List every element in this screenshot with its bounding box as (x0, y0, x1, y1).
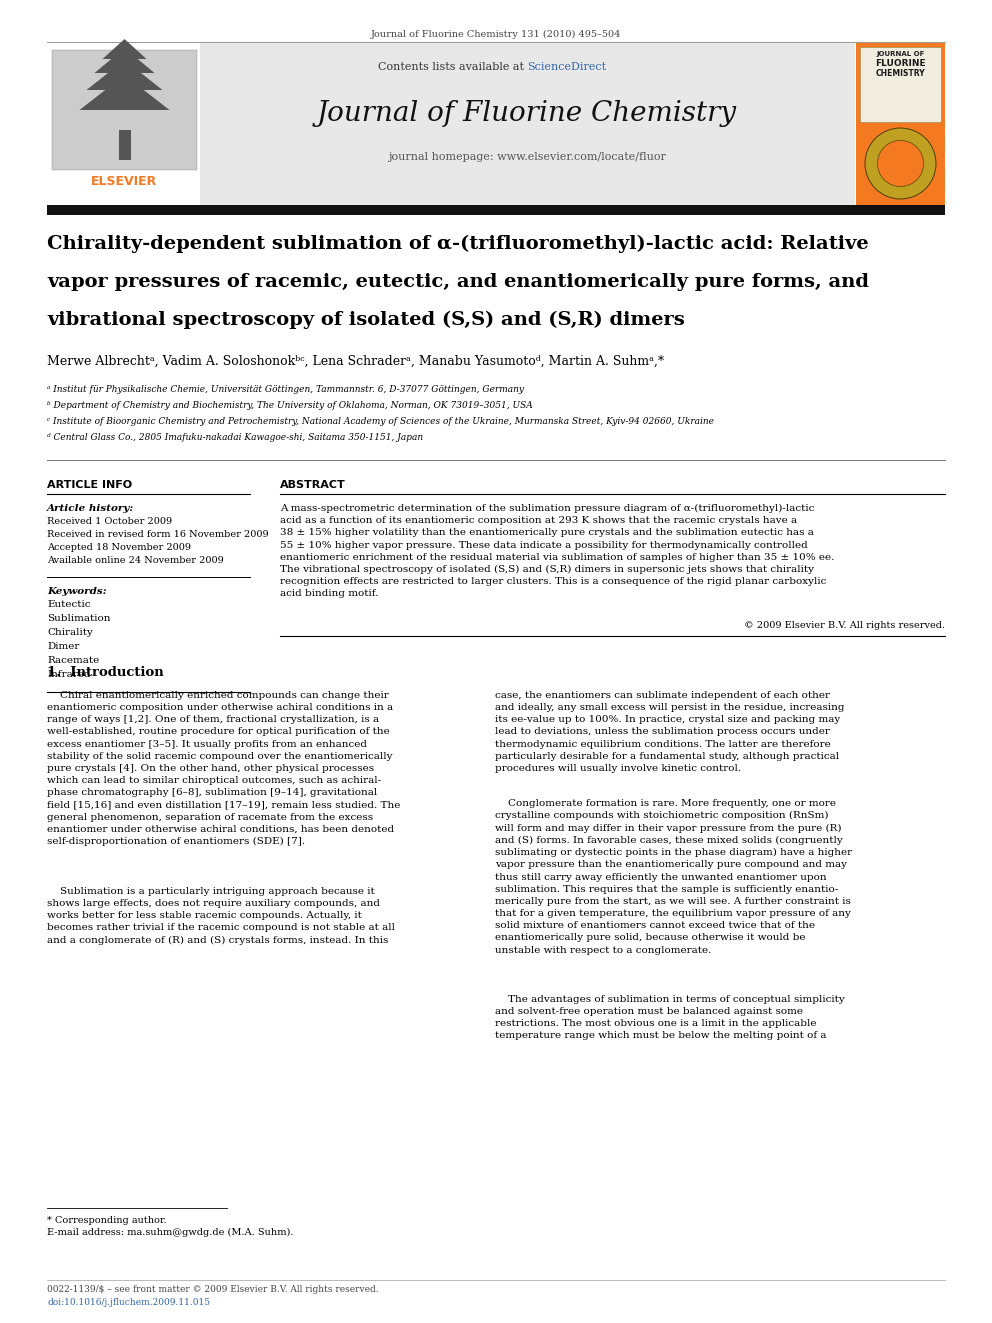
Text: ScienceDirect: ScienceDirect (527, 62, 606, 71)
Text: 1.  Introduction: 1. Introduction (47, 665, 164, 679)
Text: vapor pressures of racemic, eutectic, and enantiomerically pure forms, and: vapor pressures of racemic, eutectic, an… (47, 273, 869, 291)
Text: case, the enantiomers can sublimate independent of each other
and ideally, any s: case, the enantiomers can sublimate inde… (495, 691, 844, 773)
Text: * Corresponding author.: * Corresponding author. (47, 1216, 167, 1225)
Bar (52, 50, 197, 169)
Text: E-mail address: ma.suhm@gwdg.de (M.A. Suhm).: E-mail address: ma.suhm@gwdg.de (M.A. Su… (47, 1228, 294, 1237)
Polygon shape (79, 75, 170, 110)
Text: Received 1 October 2009: Received 1 October 2009 (47, 517, 173, 527)
Text: ᵇ Department of Chemistry and Biochemistry, The University of Oklahoma, Norman, : ᵇ Department of Chemistry and Biochemist… (47, 401, 533, 410)
Text: Eutectic: Eutectic (47, 601, 90, 609)
Polygon shape (86, 60, 163, 90)
Bar (47, 205, 945, 216)
Text: Article history:: Article history: (47, 504, 134, 513)
Text: 0022-1139/$ – see front matter © 2009 Elsevier B.V. All rights reserved.: 0022-1139/$ – see front matter © 2009 El… (47, 1285, 379, 1294)
Text: journal homepage: www.elsevier.com/locate/fluor: journal homepage: www.elsevier.com/locat… (388, 152, 666, 161)
Text: ARTICLE INFO: ARTICLE INFO (47, 480, 132, 490)
Text: A mass-spectrometric determination of the sublimation pressure diagram of α-(tri: A mass-spectrometric determination of th… (280, 504, 834, 598)
Text: Chirality-dependent sublimation of α-(trifluoromethyl)-lactic acid: Relative: Chirality-dependent sublimation of α-(tr… (47, 235, 869, 253)
Text: ᵃ Institut für Physikalische Chemie, Universität Göttingen, Tammannstr. 6, D-370: ᵃ Institut für Physikalische Chemie, Uni… (47, 385, 524, 394)
Bar (860, 48, 941, 122)
Bar (200, 44, 855, 205)
Text: The advantages of sublimation in terms of conceptual simplicity
and solvent-free: The advantages of sublimation in terms o… (495, 995, 845, 1040)
Text: Received in revised form 16 November 2009: Received in revised form 16 November 200… (47, 531, 269, 538)
Text: © 2009 Elsevier B.V. All rights reserved.: © 2009 Elsevier B.V. All rights reserved… (744, 620, 945, 630)
Text: Contents lists available at: Contents lists available at (378, 62, 527, 71)
Polygon shape (94, 48, 155, 73)
Text: Infrared: Infrared (47, 669, 90, 679)
Text: Journal of Fluorine Chemistry 131 (2010) 495–504: Journal of Fluorine Chemistry 131 (2010)… (371, 30, 621, 40)
Bar (47, 44, 200, 205)
Text: Conglomerate formation is rare. More frequently, one or more
crystalline compoun: Conglomerate formation is rare. More fre… (495, 799, 852, 954)
Text: ABSTRACT: ABSTRACT (280, 480, 346, 490)
Text: ᶜ Institute of Bioorganic Chemistry and Petrochemistry, National Academy of Scie: ᶜ Institute of Bioorganic Chemistry and … (47, 417, 714, 426)
Text: Dimer: Dimer (47, 642, 79, 651)
Text: Available online 24 November 2009: Available online 24 November 2009 (47, 556, 224, 565)
Text: vibrational spectroscopy of isolated (S,S) and (S,R) dimers: vibrational spectroscopy of isolated (S,… (47, 311, 684, 329)
Text: ᵈ Central Glass Co., 2805 Imafuku-nakadai Kawagoe-shi, Saitama 350-1151, Japan: ᵈ Central Glass Co., 2805 Imafuku-nakada… (47, 433, 424, 442)
Circle shape (865, 128, 936, 198)
Polygon shape (102, 38, 147, 60)
Text: FLUORINE: FLUORINE (875, 60, 926, 67)
Bar (856, 44, 945, 205)
Bar (118, 130, 131, 160)
Text: Keywords:: Keywords: (47, 587, 106, 595)
Circle shape (878, 140, 924, 187)
Text: Chiral enantiomerically enriched compounds can change their
enantiomeric composi: Chiral enantiomerically enriched compoun… (47, 691, 401, 845)
Text: Merwe Albrechtᵃ, Vadim A. Soloshonokᵇᶜ, Lena Schraderᵃ, Manabu Yasumotoᵈ, Martin: Merwe Albrechtᵃ, Vadim A. Soloshonokᵇᶜ, … (47, 355, 664, 368)
Text: Sublimation is a particularly intriguing approach because it
shows large effects: Sublimation is a particularly intriguing… (47, 886, 395, 945)
Text: Chirality: Chirality (47, 628, 93, 636)
Text: Journal of Fluorine Chemistry: Journal of Fluorine Chemistry (317, 101, 737, 127)
Text: JOURNAL OF: JOURNAL OF (876, 52, 925, 57)
Text: doi:10.1016/j.jfluchem.2009.11.015: doi:10.1016/j.jfluchem.2009.11.015 (47, 1298, 210, 1307)
Text: ELSEVIER: ELSEVIER (91, 175, 158, 188)
Text: Sublimation: Sublimation (47, 614, 110, 623)
Text: Racemate: Racemate (47, 656, 99, 665)
Text: CHEMISTRY: CHEMISTRY (876, 69, 926, 78)
Text: Accepted 18 November 2009: Accepted 18 November 2009 (47, 542, 191, 552)
